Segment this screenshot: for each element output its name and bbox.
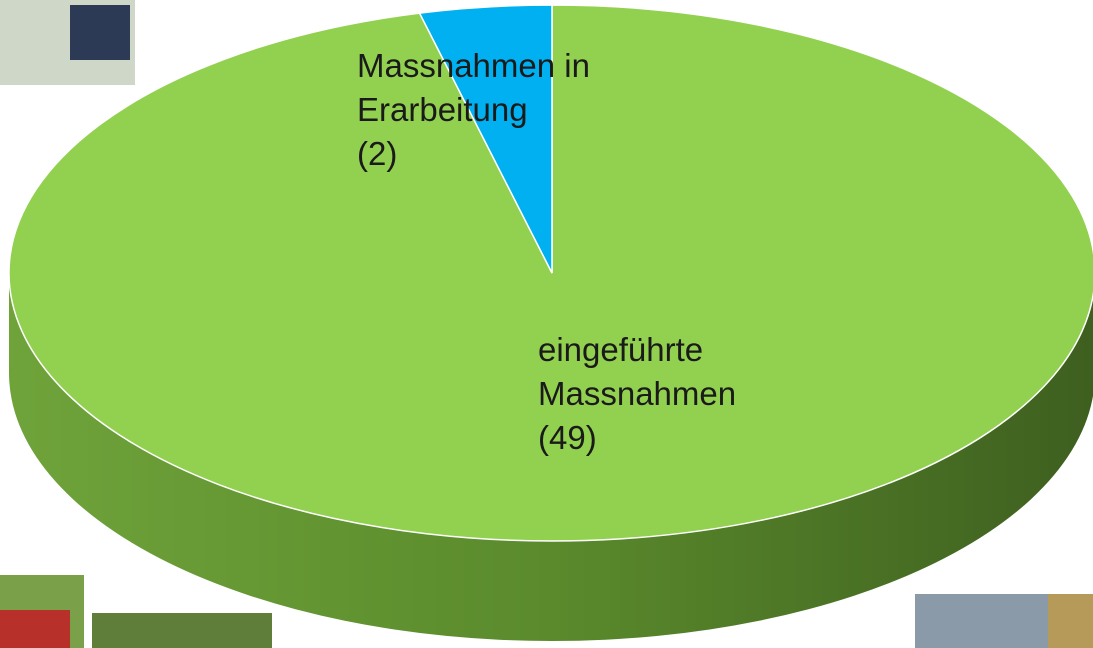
pie-side <box>9 273 1093 641</box>
label-value: (2) <box>357 135 398 172</box>
photo <box>0 610 70 648</box>
photo <box>70 5 130 60</box>
data-label: eingeführte Massnahmen (49) <box>538 328 813 460</box>
data-label: Massnahmen in Erarbeitung (2) <box>357 44 632 176</box>
label-value: (49) <box>538 419 597 456</box>
photo <box>92 613 272 648</box>
pie-slice <box>8 4 1093 542</box>
pie <box>8 4 1093 641</box>
label-category: eingeführte Massnahmen <box>538 331 737 412</box>
pie-slice <box>418 4 553 274</box>
photo <box>1048 594 1093 648</box>
label-category: Massnahmen in Erarbeitung <box>357 47 590 128</box>
